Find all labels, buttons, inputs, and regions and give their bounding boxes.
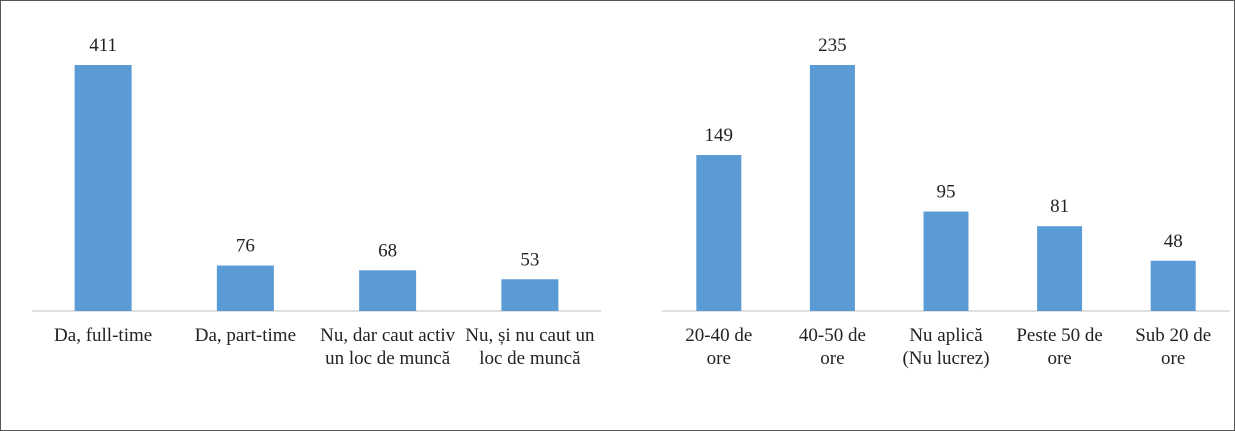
bar (1150, 260, 1196, 311)
value-label: 81 (1050, 196, 1069, 217)
x-tick-label: Da, part-time (194, 325, 297, 346)
x-tick-label: Peste 50 de ore (1016, 325, 1103, 369)
value-label: 235 (818, 35, 847, 56)
x-tick-label: Sub 20 de ore (1135, 325, 1212, 369)
bar (359, 270, 417, 311)
bar (809, 65, 855, 311)
value-label: 76 (236, 236, 255, 257)
x-tick-label: Nu, dar caut activ un loc de muncă (320, 325, 456, 369)
value-label: 411 (89, 35, 117, 56)
x-tick-label: Nu, și nu caut un loc de muncă (465, 325, 595, 369)
x-tick-label: Da, full-time (54, 325, 153, 346)
bar (74, 65, 132, 311)
bar (216, 265, 274, 311)
value-label: 53 (520, 249, 539, 270)
x-tick-label: Nu aplică (Nu lucrez) (902, 325, 990, 369)
bar (696, 155, 742, 311)
x-tick-label: 40-50 de ore (798, 325, 866, 369)
bar (1037, 226, 1083, 311)
value-label: 68 (378, 240, 397, 261)
value-label: 95 (937, 182, 956, 203)
x-tick-label: 20-40 de ore (685, 325, 753, 369)
bar (923, 211, 969, 311)
value-label: 149 (705, 125, 734, 146)
bar (501, 279, 559, 311)
value-label: 48 (1164, 231, 1183, 252)
